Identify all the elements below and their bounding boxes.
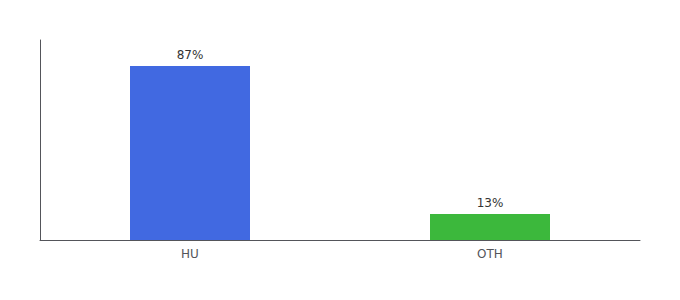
svg-text:13%: 13% (477, 196, 504, 210)
svg-text:OTH: OTH (477, 247, 503, 261)
svg-text:HU: HU (181, 247, 199, 261)
svg-text:87%: 87% (177, 48, 204, 62)
